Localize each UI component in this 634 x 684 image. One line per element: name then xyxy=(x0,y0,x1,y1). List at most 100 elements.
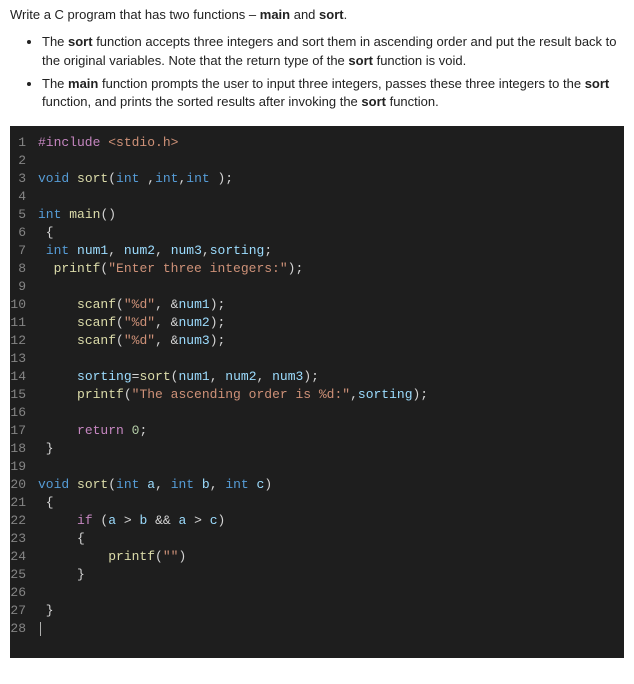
text: function prompts the user to input three… xyxy=(98,76,584,91)
token: sorting xyxy=(210,243,265,258)
line-number: 14 xyxy=(10,368,36,386)
token: ); xyxy=(210,297,226,312)
code-content[interactable]: int main() xyxy=(36,206,116,224)
token: num2 xyxy=(225,369,256,384)
code-line[interactable]: 10 scanf("%d", &num1); xyxy=(10,296,624,314)
code-line[interactable]: 8 printf("Enter three integers:"); xyxy=(10,260,624,278)
code-line[interactable]: 22 if (a > b && a > c) xyxy=(10,512,624,530)
token: , xyxy=(210,477,226,492)
token: void xyxy=(38,171,77,186)
code-line[interactable]: 12 scanf("%d", &num3); xyxy=(10,332,624,350)
token: { xyxy=(38,531,85,546)
code-editor[interactable]: 1#include <stdio.h>23void sort(int ,int,… xyxy=(10,126,624,658)
token: return xyxy=(77,423,132,438)
token xyxy=(38,423,77,438)
code-content[interactable]: void sort(int a, int b, int c) xyxy=(36,476,272,494)
code-line[interactable]: 17 return 0; xyxy=(10,422,624,440)
token: num2 xyxy=(124,243,155,258)
token: ( xyxy=(155,549,163,564)
token: num3 xyxy=(272,369,303,384)
text: Write a C program that has two functions… xyxy=(10,7,260,22)
code-content[interactable]: { xyxy=(36,530,85,548)
token: int xyxy=(116,477,139,492)
code-line[interactable]: 24 printf("") xyxy=(10,548,624,566)
token: #include xyxy=(38,135,108,150)
token: ( xyxy=(116,315,124,330)
token: { xyxy=(38,225,54,240)
token: , xyxy=(155,477,171,492)
token: scanf xyxy=(77,297,116,312)
token xyxy=(38,261,54,276)
line-number: 28 xyxy=(10,620,36,638)
token: scanf xyxy=(77,315,116,330)
line-number: 16 xyxy=(10,404,36,422)
code-line[interactable]: 14 sorting=sort(num1, num2, num3); xyxy=(10,368,624,386)
token: , xyxy=(139,171,155,186)
code-line[interactable]: 1#include <stdio.h> xyxy=(10,134,624,152)
code-content[interactable]: printf("") xyxy=(36,548,186,566)
code-content[interactable]: int num1, num2, num3,sorting; xyxy=(36,242,272,260)
code-line[interactable]: 28 xyxy=(10,620,624,638)
code-content[interactable] xyxy=(36,620,41,638)
line-number: 5 xyxy=(10,206,36,224)
text: . xyxy=(344,7,348,22)
token: > xyxy=(116,513,139,528)
text: function accepts three integers and sort… xyxy=(42,34,617,68)
code-line[interactable]: 3void sort(int ,int,int ); xyxy=(10,170,624,188)
code-content[interactable]: } xyxy=(36,440,54,458)
code-content[interactable]: scanf("%d", &num1); xyxy=(36,296,225,314)
token: , & xyxy=(155,297,178,312)
code-line[interactable]: 7 int num1, num2, num3,sorting; xyxy=(10,242,624,260)
code-content[interactable]: scanf("%d", &num2); xyxy=(36,314,225,332)
code-content[interactable]: sorting=sort(num1, num2, num3); xyxy=(36,368,319,386)
code-content[interactable]: #include <stdio.h> xyxy=(36,134,178,152)
code-line[interactable]: 21 { xyxy=(10,494,624,512)
code-content[interactable]: scanf("%d", &num3); xyxy=(36,332,225,350)
code-content[interactable]: { xyxy=(36,494,54,512)
code-content[interactable]: } xyxy=(36,602,54,620)
token: num3 xyxy=(178,333,209,348)
code-line[interactable]: 6 { xyxy=(10,224,624,242)
code-line[interactable]: 16 xyxy=(10,404,624,422)
code-content[interactable]: void sort(int ,int,int ); xyxy=(36,170,233,188)
token: num1 xyxy=(178,369,209,384)
line-number: 2 xyxy=(10,152,36,170)
line-number: 19 xyxy=(10,458,36,476)
code-line[interactable]: 5int main() xyxy=(10,206,624,224)
code-line[interactable]: 27 } xyxy=(10,602,624,620)
code-line[interactable]: 9 xyxy=(10,278,624,296)
token: num1 xyxy=(178,297,209,312)
token xyxy=(38,549,108,564)
token: int xyxy=(225,477,248,492)
code-line[interactable]: 13 xyxy=(10,350,624,368)
code-line[interactable]: 19 xyxy=(10,458,624,476)
code-content[interactable]: return 0; xyxy=(36,422,147,440)
line-number: 20 xyxy=(10,476,36,494)
code-content[interactable]: if (a > b && a > c) xyxy=(36,512,225,530)
token: ); xyxy=(303,369,319,384)
code-line[interactable]: 2 xyxy=(10,152,624,170)
code-line[interactable]: 20void sort(int a, int b, int c) xyxy=(10,476,624,494)
code-line[interactable]: 26 xyxy=(10,584,624,602)
code-content[interactable]: printf("The ascending order is %d:",sort… xyxy=(36,386,428,404)
code-content[interactable]: } xyxy=(36,566,85,584)
token: int xyxy=(155,171,178,186)
code-line[interactable]: 4 xyxy=(10,188,624,206)
code-line[interactable]: 11 scanf("%d", &num2); xyxy=(10,314,624,332)
code-line[interactable]: 25 } xyxy=(10,566,624,584)
code-line[interactable]: 18 } xyxy=(10,440,624,458)
code-line[interactable]: 23 { xyxy=(10,530,624,548)
line-number: 26 xyxy=(10,584,36,602)
code-content[interactable]: { xyxy=(36,224,54,242)
token: > xyxy=(186,513,209,528)
token: ); xyxy=(210,333,226,348)
code-line[interactable]: 15 printf("The ascending order is %d:",s… xyxy=(10,386,624,404)
token xyxy=(38,387,77,402)
text: function, and prints the sorted results … xyxy=(42,94,361,109)
token: { xyxy=(38,495,54,510)
text: and xyxy=(290,7,319,22)
token: , & xyxy=(155,333,178,348)
bullet-item: The sort function accepts three integers… xyxy=(42,33,624,71)
problem-statement: Write a C program that has two functions… xyxy=(10,6,624,112)
code-content[interactable]: printf("Enter three integers:"); xyxy=(36,260,303,278)
